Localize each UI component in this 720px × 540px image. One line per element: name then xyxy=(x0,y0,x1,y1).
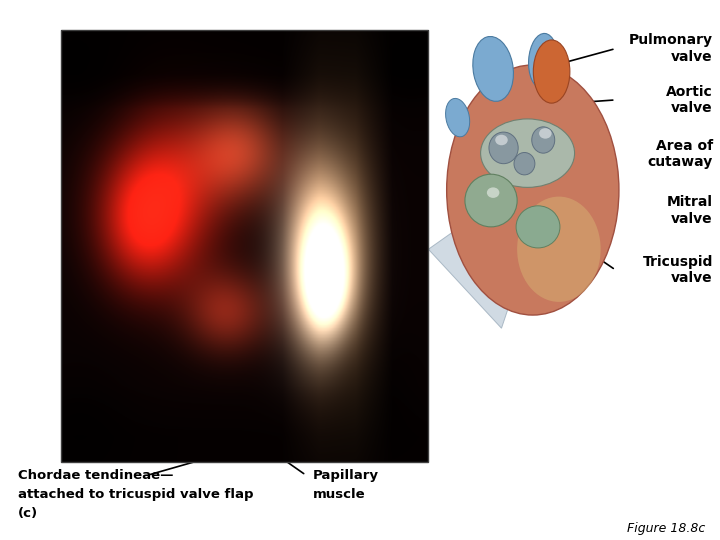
Text: (c): (c) xyxy=(18,507,38,519)
Text: Aortic
valve: Aortic valve xyxy=(666,85,713,115)
Ellipse shape xyxy=(446,65,619,315)
Text: Chordae tendineae—: Chordae tendineae— xyxy=(18,469,174,482)
Text: Mitral
valve: Mitral valve xyxy=(667,195,713,226)
Ellipse shape xyxy=(528,33,558,89)
Ellipse shape xyxy=(465,174,517,227)
Ellipse shape xyxy=(480,119,575,187)
Ellipse shape xyxy=(489,132,518,164)
Text: attached to tricuspid valve flap: attached to tricuspid valve flap xyxy=(18,488,253,501)
Ellipse shape xyxy=(516,206,560,248)
Text: muscle: muscle xyxy=(313,488,366,501)
Polygon shape xyxy=(428,157,559,328)
Ellipse shape xyxy=(514,152,535,175)
Ellipse shape xyxy=(487,187,500,198)
Ellipse shape xyxy=(495,135,508,145)
Ellipse shape xyxy=(532,127,554,153)
Ellipse shape xyxy=(446,98,469,137)
Ellipse shape xyxy=(517,197,600,302)
Ellipse shape xyxy=(539,128,552,139)
Ellipse shape xyxy=(534,40,570,103)
Text: Area of
cutaway: Area of cutaway xyxy=(647,139,713,169)
Text: Figure 18.8c: Figure 18.8c xyxy=(627,522,706,535)
Text: Papillary: Papillary xyxy=(313,469,379,482)
Text: Tricuspid
valve: Tricuspid valve xyxy=(642,255,713,285)
Ellipse shape xyxy=(473,37,513,102)
Text: Pulmonary
valve: Pulmonary valve xyxy=(629,33,713,64)
